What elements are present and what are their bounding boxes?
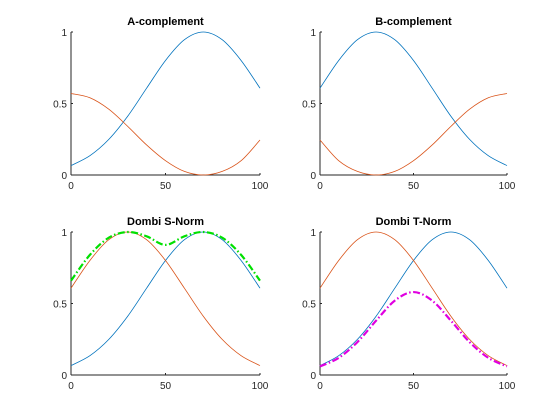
x-tick-label: 100 (499, 181, 516, 192)
series-line-1 (319, 31, 508, 166)
x-tick-label: 100 (499, 381, 516, 392)
x-tick-label: 0 (68, 181, 74, 192)
x-tick-label: 0 (317, 381, 323, 392)
y-tick-label: 1 (310, 28, 316, 39)
x-tick-label: 50 (408, 381, 420, 392)
x-tick-label: 100 (252, 181, 269, 192)
series-line-2 (70, 93, 261, 176)
x-tick-label: 50 (160, 181, 172, 192)
series-line-3 (319, 290, 508, 368)
series-line-2 (70, 231, 261, 366)
x-tick-label: 0 (317, 181, 323, 192)
series-line-1 (70, 31, 261, 166)
dombi-s-norm-chart: 0 50 100 0 0.5 1 Dombi S-Norm (53, 216, 269, 392)
y-tick-label: 0.5 (302, 300, 316, 311)
series-line-3 (70, 230, 261, 282)
y-tick-label: 0.5 (302, 100, 316, 111)
series-line-2 (319, 93, 508, 176)
y-tick-label: 1 (310, 228, 316, 239)
x-tick-label: 50 (160, 381, 172, 392)
x-tick-label: 100 (252, 381, 269, 392)
series-line-1 (319, 231, 508, 366)
chart-title: B-complement (375, 16, 452, 28)
dombi-t-norm-chart: 0 50 100 0 0.5 1 Dombi T-Norm (302, 216, 516, 392)
y-tick-label: 1 (61, 28, 67, 39)
y-tick-label: 0 (61, 171, 67, 182)
y-tick-label: 0.5 (53, 100, 67, 111)
x-tick-label: 50 (408, 181, 420, 192)
y-tick-label: 0 (310, 171, 316, 182)
chart-title: Dombi S-Norm (127, 216, 204, 228)
y-tick-label: 1 (61, 228, 67, 239)
y-tick-label: 0.5 (53, 300, 67, 311)
y-tick-label: 0 (310, 371, 316, 382)
x-tick-label: 0 (68, 381, 74, 392)
series-line-2 (319, 231, 508, 366)
series-line-1 (70, 231, 261, 366)
b-complement-chart: 0 50 100 0 0.5 1 B-complement (302, 16, 516, 192)
a-complement-chart: 0 50 100 0 0.5 1 A-complement (53, 16, 269, 192)
chart-title: Dombi T-Norm (376, 216, 452, 228)
chart-title: A-complement (127, 16, 204, 28)
y-tick-label: 0 (61, 371, 67, 382)
